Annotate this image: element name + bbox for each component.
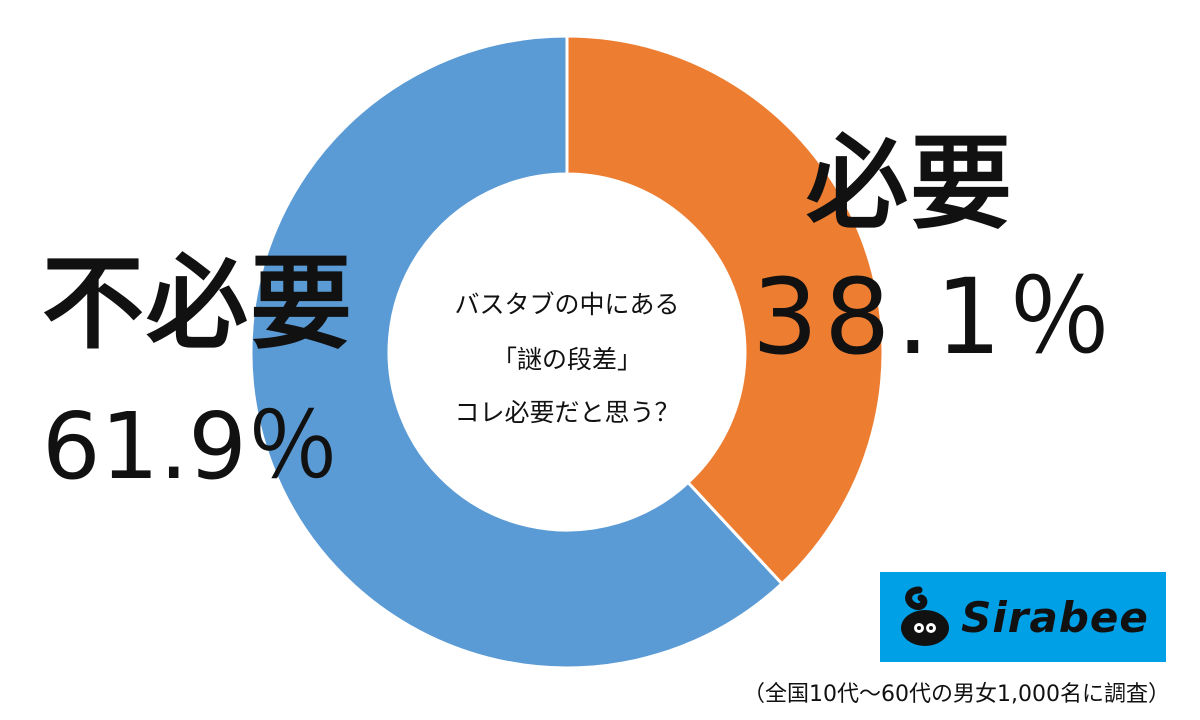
slice-label-unnecessary: 不必要 — [42, 245, 354, 364]
survey-footnote: （全国10代～60代の男女1,000名に調査） — [743, 682, 1170, 707]
logo-text: Sirabee — [961, 592, 1149, 642]
slice-label-necessary: 必要 — [806, 125, 1014, 244]
slice-value-unnecessary: 61.9％ — [42, 393, 339, 500]
question-line-3: コレ必要だと思う？ — [454, 398, 680, 427]
slice-value-necessary: 38.1％ — [752, 256, 1118, 378]
sirabee-mascot-icon — [901, 586, 950, 646]
question-line-2: 「謎の段差」 — [491, 345, 642, 374]
question-line-1: バスタブの中にある — [454, 290, 680, 319]
donut-slice-unnecessary — [249, 34, 784, 670]
sirabee-logo: Sirabee — [880, 572, 1166, 662]
donut-slice-necessary — [565, 34, 885, 586]
